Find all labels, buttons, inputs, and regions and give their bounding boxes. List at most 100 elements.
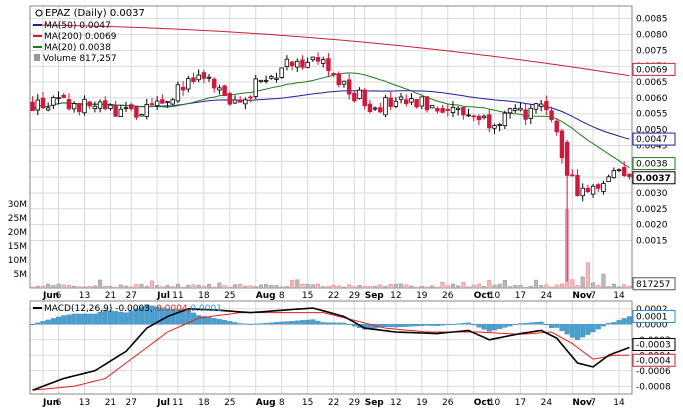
volume-bar <box>450 283 456 289</box>
volume-bar <box>533 279 539 289</box>
candle-body <box>108 104 113 109</box>
candle-body <box>393 100 399 107</box>
x-tick-label: Aug <box>256 291 276 301</box>
x-tick-label: 6 <box>56 291 62 301</box>
macd-hist-bar <box>315 320 321 325</box>
candle <box>466 108 471 118</box>
candle <box>227 91 233 106</box>
volume-bar <box>243 285 248 289</box>
candle-body <box>601 183 606 192</box>
candle <box>326 53 331 77</box>
price-tick-label: 0.0015 <box>636 236 668 246</box>
macd-hist-bar <box>512 324 518 325</box>
volume-bar <box>269 285 274 289</box>
candle <box>414 99 419 109</box>
price-tick-label: 0.0030 <box>636 189 668 199</box>
macd-hist-bar <box>517 323 523 325</box>
candle <box>331 72 336 78</box>
price-flag-text: 0.0047 <box>636 135 668 145</box>
macd-hist-bar <box>294 320 300 325</box>
macd-flag: -0.0003 <box>632 338 676 351</box>
candle <box>217 84 222 95</box>
candle-body <box>398 96 404 100</box>
x-tick-label: 10 <box>489 291 501 301</box>
macd-hist-bar <box>299 320 305 325</box>
candle-body <box>253 78 258 97</box>
volume-bar <box>305 283 310 289</box>
candle <box>611 167 617 179</box>
volume-bar <box>170 286 175 289</box>
price-tick-label: 0.0020 <box>636 221 668 231</box>
candle <box>274 72 279 83</box>
candle-body <box>523 109 528 120</box>
volume-bar <box>430 285 435 289</box>
macd-hist-bar <box>263 322 269 325</box>
candle-body <box>310 56 316 61</box>
candle <box>61 93 66 99</box>
macd-hist-bar <box>310 319 316 325</box>
macd-hist-bar <box>289 320 295 325</box>
candle-body <box>564 141 570 176</box>
candle-body <box>66 99 72 110</box>
x-tick-label: 15 <box>302 291 313 301</box>
candle <box>378 102 383 113</box>
macd-hist-bar <box>274 322 279 325</box>
volume-bar <box>149 280 155 289</box>
candle <box>398 92 404 104</box>
x-tick-label: 11 <box>172 291 183 301</box>
legend-ma: MA(50) 0.0047 <box>44 21 111 31</box>
candle-body <box>575 175 580 196</box>
macd-hist-bar <box>424 324 430 326</box>
x-tick-label: 19 <box>416 291 428 301</box>
candle <box>497 122 502 132</box>
candle-body <box>352 92 357 102</box>
candle <box>570 168 575 177</box>
macd-hist-bar <box>206 317 212 325</box>
price-flag-text: 0.0069 <box>636 65 668 75</box>
volume-bar <box>456 285 461 289</box>
price-flag-box <box>632 171 676 185</box>
candle <box>139 113 144 117</box>
candle <box>113 100 118 117</box>
candle <box>289 60 295 71</box>
candle-body <box>346 79 352 95</box>
macd-hist-bar <box>87 313 93 325</box>
volume-bar <box>404 284 409 289</box>
volume-bar <box>616 286 622 289</box>
candle <box>528 104 534 124</box>
ma20-line <box>32 72 630 169</box>
macd-hist-bar <box>123 312 129 325</box>
candle <box>440 105 445 114</box>
macd-hist-bar <box>76 313 82 325</box>
candle-body <box>487 114 492 129</box>
volume-bar <box>103 285 108 289</box>
macd-hist-bar <box>440 324 446 326</box>
macd-hist-bar <box>398 324 404 328</box>
macd-hist-bar <box>45 319 51 325</box>
macd-hist-bar <box>268 322 274 325</box>
candle-body <box>45 107 51 111</box>
macd-hist-bar <box>133 308 139 325</box>
x-tick-label: Nov <box>572 291 592 301</box>
volume-bar <box>497 283 502 289</box>
candle-body <box>372 107 378 110</box>
volume-bar <box>336 285 341 289</box>
volume-bar <box>217 282 222 289</box>
candle <box>601 180 606 195</box>
volume-bar <box>341 286 347 289</box>
macd-hist-bar <box>507 324 513 327</box>
candle <box>590 183 596 198</box>
candle-body <box>341 80 347 85</box>
macd-hist-bar <box>253 323 259 325</box>
macd-hist-bar <box>471 324 477 326</box>
volume-bar <box>523 286 528 289</box>
candle <box>51 95 56 110</box>
candle <box>518 102 523 112</box>
x-tick-label: 14 <box>613 291 625 301</box>
candle <box>476 114 482 126</box>
candle-body <box>128 104 134 110</box>
candle <box>502 110 508 130</box>
candle <box>621 161 627 177</box>
volume-bar <box>51 285 56 289</box>
candle <box>40 91 46 109</box>
